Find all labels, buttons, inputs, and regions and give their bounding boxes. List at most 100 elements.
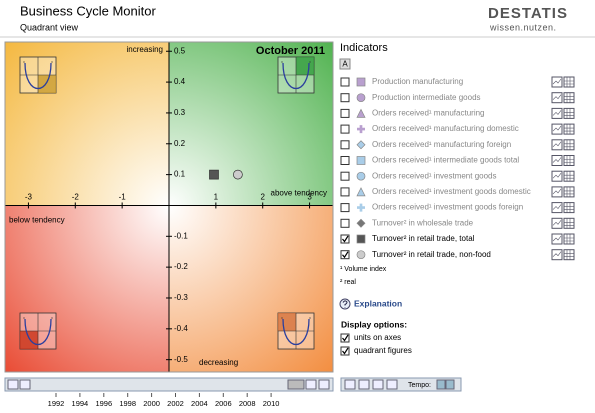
data-point xyxy=(209,169,219,180)
step-button[interactable] xyxy=(386,379,398,390)
quadrant-figure-lines xyxy=(20,57,56,93)
start-button[interactable] xyxy=(7,379,19,390)
axis-annotation: increasing xyxy=(127,45,163,54)
checkbox[interactable] xyxy=(340,187,350,197)
quadrant-figure-curve xyxy=(24,62,52,90)
table-icon[interactable] xyxy=(563,155,575,166)
icon-detail xyxy=(552,139,574,150)
table-icon[interactable] xyxy=(563,217,575,229)
table-icon[interactable] xyxy=(563,186,575,198)
tempo-minus[interactable] xyxy=(436,379,446,390)
quadrant-figure-curve xyxy=(282,318,310,346)
quadrant-highlight xyxy=(296,57,314,75)
quadrant-figure-curve xyxy=(24,318,52,346)
legend-marker xyxy=(356,140,366,150)
year-label: 2006 xyxy=(215,399,232,408)
x-tick-label: -3 xyxy=(25,193,33,202)
checkbox[interactable] xyxy=(340,93,350,103)
checkbox[interactable] xyxy=(340,156,350,165)
scroll-thumb[interactable] xyxy=(287,379,305,390)
year-label: 2008 xyxy=(239,399,256,408)
checkbox[interactable] xyxy=(340,77,350,87)
chart: -3 -2 -1 1 2 3 0.5 0.4 0.3 0.2 0.1 -0.1 -0.2 -0.3 -0.4… xyxy=(4,41,334,373)
font-button[interactable] xyxy=(339,58,351,70)
legend-marker xyxy=(356,108,366,118)
panel-title: Indicators xyxy=(340,42,388,54)
x-tick-label: -2 xyxy=(72,193,80,202)
legend-marker xyxy=(357,125,365,134)
table-icon[interactable] xyxy=(563,170,575,182)
checkbox[interactable] xyxy=(340,124,350,134)
table-icon[interactable] xyxy=(563,107,575,119)
display-option-label: quadrant figures xyxy=(354,346,412,355)
indicator-label: Orders received¹ manufacturing xyxy=(372,109,485,118)
display-option-label: units on axes xyxy=(354,333,401,342)
y-tick-label: -0.5 xyxy=(174,355,188,364)
year-label: 2010 xyxy=(263,399,280,408)
icon-detail xyxy=(552,234,574,244)
year-label: 1992 xyxy=(48,399,65,408)
table-icon[interactable] xyxy=(563,249,575,261)
logo: DESTATIS xyxy=(488,5,568,22)
axis-annotation: below tendency xyxy=(9,216,65,225)
chart-title: October 2011 xyxy=(256,45,325,57)
x-tick-label: 3 xyxy=(307,193,312,202)
table-icon[interactable] xyxy=(563,123,575,135)
checkbox[interactable] xyxy=(340,333,350,343)
table-icon[interactable] xyxy=(563,202,575,214)
y-tick-label: 0.3 xyxy=(174,108,186,117)
legend-marker xyxy=(356,77,366,87)
quadrant-highlight xyxy=(38,75,56,93)
icon-detail xyxy=(552,108,574,119)
tempo-plus[interactable] xyxy=(445,379,455,390)
indicator-label: Turnover² in retail trade, non-food xyxy=(372,250,491,259)
checkbox[interactable] xyxy=(340,140,350,150)
icon-detail xyxy=(552,155,574,166)
y-tick-label: 0.2 xyxy=(174,139,186,148)
checkbox[interactable] xyxy=(340,108,350,118)
table-icon[interactable] xyxy=(563,233,575,245)
icon-detail xyxy=(552,218,574,229)
year-label: 2000 xyxy=(143,399,160,408)
rewind-button[interactable] xyxy=(344,379,356,390)
x-tick-label: -1 xyxy=(119,193,127,202)
checkbox[interactable] xyxy=(340,250,350,260)
checkbox[interactable] xyxy=(340,171,350,181)
indicator-label: Production intermediate goods xyxy=(372,93,481,102)
icon-detail xyxy=(552,171,574,182)
quadrant-figure-lines xyxy=(278,57,314,93)
checkbox[interactable] xyxy=(340,346,350,356)
year-label: 1996 xyxy=(95,399,112,408)
pause-button[interactable] xyxy=(372,379,384,390)
checkmark xyxy=(342,235,349,243)
checkmark xyxy=(342,347,349,355)
indicator-label: Production manufacturing xyxy=(372,77,463,86)
y-tick-label: -0.2 xyxy=(174,262,188,271)
y-tick-label: -0.1 xyxy=(174,231,188,240)
x-tick-label: 1 xyxy=(214,193,219,202)
table-icon[interactable] xyxy=(563,139,575,151)
table-icon[interactable] xyxy=(563,76,575,88)
checkmark xyxy=(342,251,349,259)
checkmark xyxy=(342,334,349,342)
back-button[interactable] xyxy=(19,379,31,390)
app-subtitle: Quadrant view xyxy=(20,22,79,32)
explanation-link[interactable]: Explanation xyxy=(354,298,402,308)
checkbox[interactable] xyxy=(340,218,350,228)
indicator-label: Orders received¹ investment goods xyxy=(372,171,497,180)
checkbox[interactable] xyxy=(340,234,350,244)
scrollbar[interactable] xyxy=(4,377,334,392)
indicator-label: Orders received¹ manufacturing foreign xyxy=(372,140,511,149)
logo-tagline: wissen.nutzen. xyxy=(489,22,557,32)
checkbox[interactable] xyxy=(340,203,350,213)
table-icon[interactable] xyxy=(563,92,575,104)
legend-marker xyxy=(356,187,366,197)
play-button[interactable] xyxy=(358,379,370,390)
forward-button[interactable] xyxy=(305,379,317,390)
quadrant-highlight xyxy=(20,331,38,349)
end-button[interactable] xyxy=(318,379,330,390)
indicator-label: Orders received¹ manufacturing domestic xyxy=(372,124,519,133)
legend-marker xyxy=(356,156,366,165)
quadrant-figure-lines xyxy=(20,313,56,349)
